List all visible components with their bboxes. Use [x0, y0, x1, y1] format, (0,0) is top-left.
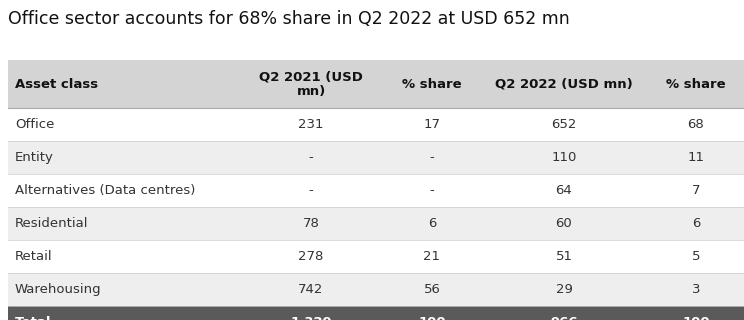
Bar — [376, 306, 488, 320]
Bar — [640, 273, 744, 306]
Bar — [488, 240, 640, 273]
Text: -: - — [309, 184, 313, 197]
Text: 7: 7 — [692, 184, 700, 197]
Text: 60: 60 — [556, 217, 572, 230]
Text: Office: Office — [15, 118, 54, 131]
Bar — [8, 141, 246, 174]
Text: Entity: Entity — [15, 151, 54, 164]
Text: 3: 3 — [692, 283, 700, 296]
Bar — [488, 207, 640, 240]
Text: 278: 278 — [298, 250, 324, 263]
Bar — [246, 240, 376, 273]
Bar — [376, 141, 488, 174]
Text: 6: 6 — [692, 217, 700, 230]
Text: 68: 68 — [687, 118, 705, 131]
Bar — [640, 207, 744, 240]
Text: 6: 6 — [428, 217, 436, 230]
Bar — [640, 108, 744, 141]
Bar — [246, 306, 376, 320]
Text: Office sector accounts for 68% share in Q2 2022 at USD 652 mn: Office sector accounts for 68% share in … — [8, 10, 570, 28]
Bar — [8, 174, 246, 207]
Bar — [640, 306, 744, 320]
Bar — [488, 60, 640, 108]
Text: Total: Total — [15, 316, 51, 320]
Bar — [246, 273, 376, 306]
Text: 231: 231 — [298, 118, 324, 131]
Bar — [376, 174, 488, 207]
Bar — [8, 60, 246, 108]
Bar — [8, 207, 246, 240]
Bar — [246, 207, 376, 240]
Text: 742: 742 — [298, 283, 324, 296]
Bar — [376, 273, 488, 306]
Bar — [8, 306, 246, 320]
Text: 56: 56 — [423, 283, 440, 296]
Bar — [640, 174, 744, 207]
Text: -: - — [309, 151, 313, 164]
Text: 17: 17 — [423, 118, 440, 131]
Text: Asset class: Asset class — [15, 77, 98, 91]
Text: % share: % share — [403, 77, 462, 91]
Bar — [488, 141, 640, 174]
Text: Retail: Retail — [15, 250, 53, 263]
Bar — [376, 207, 488, 240]
Bar — [246, 174, 376, 207]
Text: Q2 2021 (USD
mn): Q2 2021 (USD mn) — [259, 70, 363, 98]
Text: Alternatives (Data centres): Alternatives (Data centres) — [15, 184, 196, 197]
Text: 5: 5 — [692, 250, 700, 263]
Text: % share: % share — [666, 77, 726, 91]
Bar — [246, 141, 376, 174]
Text: 100: 100 — [682, 316, 710, 320]
Bar — [376, 108, 488, 141]
Bar — [640, 240, 744, 273]
Text: -: - — [429, 151, 434, 164]
Bar — [8, 240, 246, 273]
Bar — [376, 240, 488, 273]
Text: -: - — [429, 184, 434, 197]
Bar — [488, 273, 640, 306]
Text: 11: 11 — [687, 151, 705, 164]
Text: 100: 100 — [418, 316, 446, 320]
Text: 652: 652 — [551, 118, 577, 131]
Text: Warehousing: Warehousing — [15, 283, 102, 296]
Bar — [246, 108, 376, 141]
Bar — [488, 306, 640, 320]
Bar — [640, 60, 744, 108]
Text: 1,329: 1,329 — [290, 316, 332, 320]
Text: 29: 29 — [556, 283, 572, 296]
Bar — [488, 108, 640, 141]
Bar — [8, 108, 246, 141]
Text: 21: 21 — [423, 250, 440, 263]
Text: 966: 966 — [550, 316, 578, 320]
Bar — [640, 141, 744, 174]
Text: Residential: Residential — [15, 217, 89, 230]
Text: 78: 78 — [303, 217, 319, 230]
Text: 51: 51 — [556, 250, 572, 263]
Bar — [8, 273, 246, 306]
Text: Q2 2022 (USD mn): Q2 2022 (USD mn) — [495, 77, 633, 91]
Bar — [376, 60, 488, 108]
Bar — [488, 174, 640, 207]
Text: 110: 110 — [551, 151, 577, 164]
Text: 64: 64 — [556, 184, 572, 197]
Bar — [246, 60, 376, 108]
